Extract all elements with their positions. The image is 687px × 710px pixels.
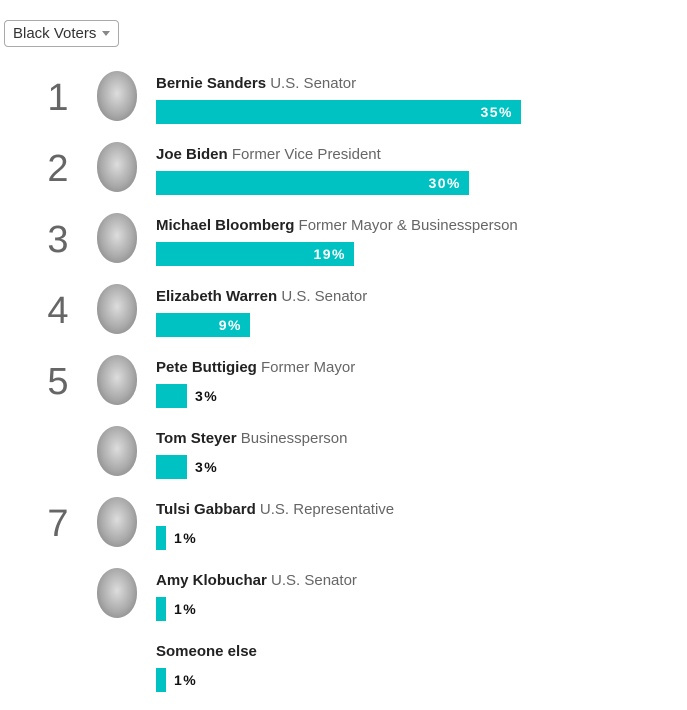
candidate-name: Pete Buttigieg	[156, 359, 257, 376]
candidate-photo	[97, 497, 137, 547]
bar	[156, 242, 354, 266]
candidate-name: Elizabeth Warren	[156, 288, 278, 305]
data-label: 30%	[428, 175, 461, 191]
voter-group-select-value: Black Voters	[13, 25, 97, 42]
data-label: 1%	[174, 601, 198, 617]
candidate-photo	[97, 284, 137, 334]
bar	[156, 526, 166, 550]
candidate-label: Joe Biden Former Vice President	[156, 146, 381, 163]
candidate-label: Bernie Sanders U.S. Senator	[156, 75, 356, 92]
rank-number: 5	[47, 361, 69, 403]
candidate-title: U.S. Senator	[281, 288, 368, 305]
candidate-label: Amy Klobuchar U.S. Senator	[156, 572, 357, 589]
candidate-title: U.S. Senator	[270, 75, 357, 92]
data-label: 19%	[313, 246, 346, 262]
candidate-photo	[97, 568, 137, 618]
candidate-row: Tom Steyer Businessperson 3%	[0, 426, 687, 497]
bar	[156, 455, 187, 479]
candidate-label: Michael Bloomberg Former Mayor & Busines…	[156, 217, 518, 234]
candidate-label: Elizabeth Warren U.S. Senator	[156, 288, 367, 305]
candidate-photo	[97, 213, 137, 263]
rank-number: 3	[47, 219, 69, 261]
candidate-name: Amy Klobuchar	[156, 572, 267, 589]
candidate-row: Someone else 1%	[0, 639, 687, 710]
data-label: 3%	[195, 459, 219, 475]
candidate-name: Joe Biden	[156, 146, 228, 163]
bar	[156, 597, 166, 621]
voter-group-select[interactable]: Black Voters	[4, 20, 120, 47]
bar	[156, 384, 187, 408]
candidate-title: Former Mayor	[261, 359, 356, 376]
candidate-name: Tulsi Gabbard	[156, 501, 256, 518]
candidate-row: Amy Klobuchar U.S. Senator 1%	[0, 568, 687, 639]
candidate-name: Someone else	[156, 643, 257, 660]
candidate-row: 7 Tulsi Gabbard U.S. Representative 1%	[0, 497, 687, 568]
rank-number: 2	[47, 148, 69, 190]
candidate-row: 4 Elizabeth Warren U.S. Senator 9%	[0, 284, 687, 355]
rank-number: 1	[47, 77, 69, 119]
candidate-row: 5 Pete Buttigieg Former Mayor 3%	[0, 355, 687, 426]
data-label: 3%	[195, 388, 219, 404]
candidate-title: Former Mayor & Businessperson	[298, 217, 518, 234]
candidate-label: Tulsi Gabbard U.S. Representative	[156, 501, 394, 518]
data-label: 1%	[174, 530, 198, 546]
data-label: 9%	[218, 317, 242, 333]
candidate-row: 1 Bernie Sanders U.S. Senator 35%	[0, 71, 687, 142]
candidate-photo	[97, 355, 137, 405]
candidate-row: 2 Joe Biden Former Vice President 30%	[0, 142, 687, 213]
candidate-title: Businessperson	[240, 430, 348, 447]
bar	[156, 100, 521, 124]
candidate-title: U.S. Representative	[259, 501, 395, 518]
candidate-photo	[97, 142, 137, 192]
candidate-title: U.S. Senator	[271, 572, 357, 589]
candidate-name: Bernie Sanders	[156, 75, 267, 92]
rank-number: 7	[47, 503, 69, 545]
data-label: 35%	[480, 104, 513, 120]
candidate-label: Someone else	[156, 643, 257, 660]
candidate-row: 3 Michael Bloomberg Former Mayor & Busine…	[0, 213, 687, 284]
candidate-title: Former Vice President	[231, 146, 381, 163]
caret-down-icon	[102, 31, 111, 36]
rank-number: 4	[47, 290, 69, 332]
candidate-photo	[97, 426, 137, 476]
bar	[156, 668, 166, 692]
candidate-name: Michael Bloomberg	[156, 217, 295, 234]
candidate-name: Tom Steyer	[156, 430, 237, 447]
candidate-label: Pete Buttigieg Former Mayor	[156, 359, 355, 376]
bar	[156, 171, 469, 195]
candidate-photo	[97, 71, 137, 121]
candidate-label: Tom Steyer Businessperson	[156, 430, 348, 447]
bar	[156, 313, 250, 337]
data-label: 1%	[174, 672, 198, 688]
